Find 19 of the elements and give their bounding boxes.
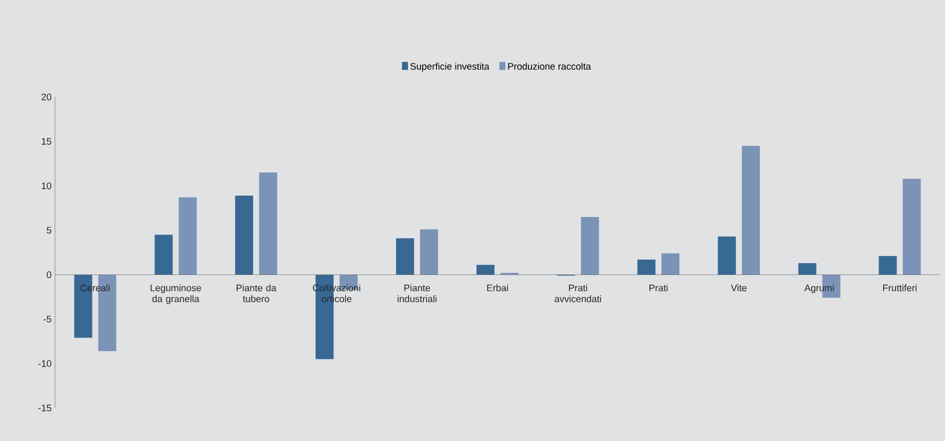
y-tick-label: -15 [38,404,52,412]
x-tick-label: Agrumi [804,284,834,294]
y-tick-label: -10 [38,360,52,367]
y-tick-label: 10 [42,182,52,190]
x-tick-label: Prati [649,284,668,292]
x-tick-label: Erbai [487,284,508,292]
y-tick-label: -5 [44,316,52,322]
y-tick-label: 15 [42,138,52,145]
x-tick-label: Fruttiferi [883,284,917,292]
legend-label: Superficie investita [410,62,490,72]
x-tick-label: Leguminose da granella [150,284,202,304]
legend-label: Produzione raccolta [508,62,592,70]
x-tick-label: Prati avvicendati [554,284,601,302]
x-tick-label: Vite [730,284,747,292]
y-tick-label: 20 [42,94,52,100]
y-tick-label: 5 [46,226,52,234]
x-tick-label: Piante da tubero [236,284,276,302]
x-tick-label: Piante industriali [398,284,436,302]
y-tick-label: 0 [46,271,52,278]
